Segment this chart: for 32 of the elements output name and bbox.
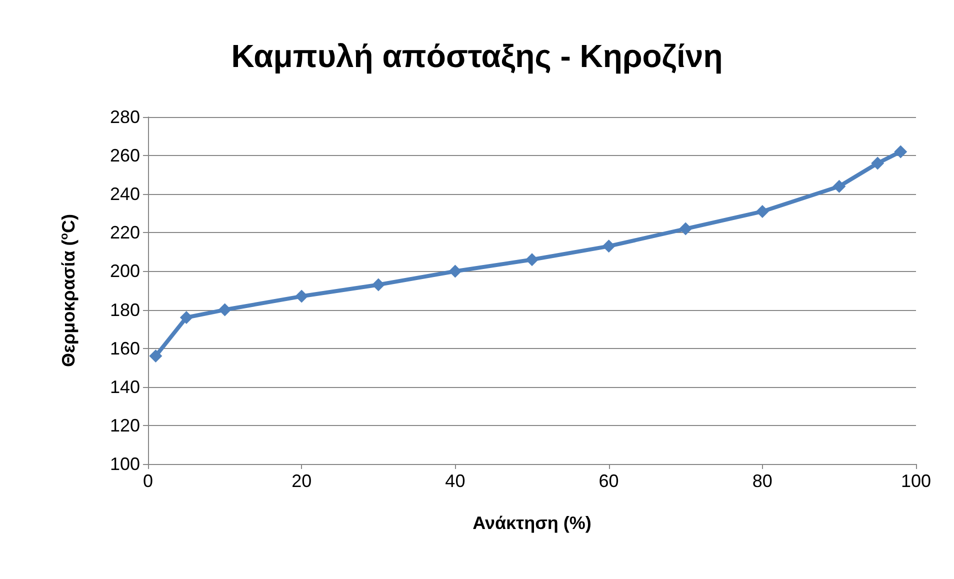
y-tick-label: 220 (110, 222, 140, 243)
point (526, 253, 538, 266)
y-tick-label: 280 (110, 107, 140, 127)
x-tick-label: 80 (752, 471, 772, 491)
x-tick-label: 100 (900, 471, 932, 491)
y-tick-label: 180 (110, 300, 140, 320)
point (756, 204, 769, 218)
point (832, 180, 846, 193)
point (679, 222, 692, 236)
point (602, 240, 616, 253)
y-axis-title: Θερμοκρασία (oC) (58, 214, 78, 368)
point (180, 310, 193, 324)
y-tick-label: 160 (110, 338, 140, 358)
y-tick-label: 100 (110, 454, 140, 474)
y-tick-label: 200 (110, 261, 140, 282)
x-tick-label: 40 (445, 471, 466, 491)
point (295, 290, 308, 303)
point (149, 350, 162, 363)
x-tick-label: 20 (292, 471, 312, 491)
point (894, 145, 908, 158)
y-tick-label: 260 (110, 146, 140, 166)
point (448, 264, 462, 278)
x-tick-label: 60 (598, 471, 619, 491)
point (218, 303, 232, 316)
x-axis-title: Ανάκτηση (%) (472, 513, 592, 533)
chart-title: Καμπυλή απόσταξης - Κηροζίνη (231, 38, 723, 74)
point (871, 156, 884, 170)
x-tick-label: 0 (142, 471, 154, 491)
y-tick-label: 240 (110, 184, 140, 204)
point (372, 278, 385, 292)
y-tick-label: 120 (110, 415, 140, 436)
y-tick-label: 140 (110, 376, 140, 397)
